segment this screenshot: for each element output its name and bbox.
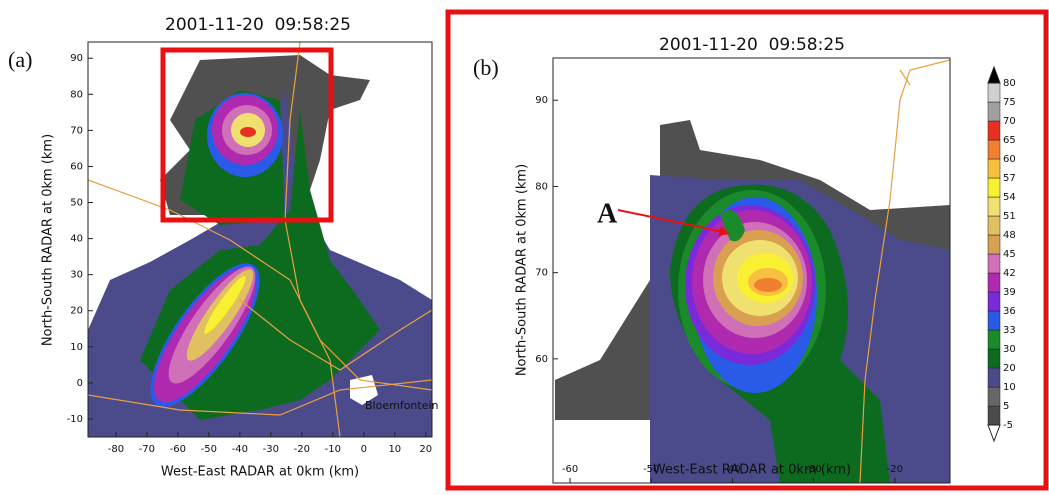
radar-field-b: [555, 59, 950, 483]
x-tick-label: -20: [294, 444, 310, 455]
zoom-box: [160, 47, 334, 223]
y-axis-label: North-South RADAR at 0km (km): [41, 134, 56, 346]
x-tick-label: -20: [887, 464, 903, 475]
colorbar-bin: [987, 139, 1001, 160]
y-tick-label: 60: [535, 354, 548, 365]
colorbar-label: 54: [1003, 192, 1016, 203]
colorbar-bin: [987, 196, 1001, 217]
colorbar-label: 48: [1003, 230, 1016, 241]
colorbar-label: 45: [1003, 249, 1016, 260]
y-tick-label: 90: [70, 53, 83, 64]
colorbar-label: 57: [1003, 173, 1016, 184]
colorbar-label: 30: [1003, 344, 1016, 355]
colorbar-bin: [987, 386, 1001, 407]
y-tick-label: -10: [67, 414, 83, 425]
panel-label: (b): [473, 55, 499, 80]
x-tick-label: -70: [139, 444, 155, 455]
y-tick-label: 10: [70, 342, 83, 353]
colorbar-label: 36: [1003, 306, 1016, 317]
y-tick-label: 70: [70, 125, 83, 136]
x-tick-label: -80: [108, 444, 124, 455]
colorbar-label: 42: [1003, 268, 1016, 279]
colorbar-cap: [987, 424, 1001, 443]
x-axis-label: West-East RADAR at 0km (km): [653, 463, 851, 478]
y-tick-label: 80: [70, 89, 83, 100]
x-tick-label: -50: [201, 444, 217, 455]
x-tick-label: -60: [170, 444, 186, 455]
y-tick-label: 40: [70, 234, 83, 245]
colorbar-bin: [987, 405, 1001, 426]
colorbar-label: 10: [1003, 382, 1016, 393]
panel-label: (a): [8, 47, 32, 72]
colorbar-label: 80: [1003, 78, 1016, 89]
plot-frame: [552, 57, 951, 484]
y-tick-label: 0: [77, 378, 83, 389]
colorbar-label: 51: [1003, 211, 1016, 222]
x-tick-label: 20: [419, 444, 432, 455]
colorbar-bin: [987, 234, 1001, 255]
colorbar-label: 20: [1003, 363, 1016, 374]
y-tick-label: 70: [535, 268, 548, 279]
x-tick-label: -60: [562, 464, 578, 475]
colorbar-cap: [987, 65, 1001, 84]
x-tick-label: 10: [388, 444, 401, 455]
colorbar-bin: [987, 215, 1001, 236]
y-tick-label: 90: [535, 95, 548, 106]
y-tick-label: 60: [70, 161, 83, 172]
colorbar-bin: [987, 291, 1001, 312]
colorbar-bin: [987, 101, 1001, 122]
x-tick-label: -40: [724, 464, 740, 475]
panel-title: 2001-11-20 09:58:25: [165, 15, 351, 35]
colorbar-bin: [987, 253, 1001, 274]
colorbar-bin: [987, 348, 1001, 369]
annotation: A: [597, 198, 618, 229]
colorbar-label: 60: [1003, 154, 1016, 165]
colorbar-label: 65: [1003, 135, 1016, 146]
colorbar-bin: [987, 329, 1001, 350]
colorbar-label: 75: [1003, 97, 1016, 108]
annotation: Bloemfontein: [365, 399, 439, 412]
x-tick-label: -30: [263, 444, 279, 455]
colorbar-bin: [987, 158, 1001, 179]
colorbar-bin: [987, 177, 1001, 198]
y-tick-label: 30: [70, 270, 83, 281]
colorbar-label: 39: [1003, 287, 1016, 298]
y-axis-label: North-South RADAR at 0km (km): [515, 164, 530, 376]
panel-border: [445, 9, 1049, 491]
arrow-head: [718, 226, 730, 236]
radar-field-a: [88, 42, 432, 437]
plot-frame: [87, 41, 433, 438]
x-tick-label: 0: [361, 444, 367, 455]
y-tick-label: 80: [535, 181, 548, 192]
colorbar-bin: [987, 367, 1001, 388]
x-tick-label: -40: [232, 444, 248, 455]
colorbar-label: -5: [1003, 420, 1013, 431]
panel-title: 2001-11-20 09:58:25: [659, 35, 845, 55]
colorbar-bin: [987, 82, 1001, 103]
x-tick-label: -50: [643, 464, 659, 475]
y-tick-label: 20: [70, 306, 83, 317]
x-axis-label: West-East RADAR at 0km (km): [161, 465, 359, 480]
colorbar-bin: [987, 310, 1001, 331]
x-tick-label: -30: [805, 464, 821, 475]
y-tick-label: 50: [70, 198, 83, 209]
arrow: [617, 209, 725, 233]
colorbar-bin: [987, 120, 1001, 141]
x-tick-label: -10: [325, 444, 341, 455]
colorbar-bin: [987, 272, 1001, 293]
colorbar-label: 5: [1003, 401, 1009, 412]
colorbar-label: 33: [1003, 325, 1016, 336]
colorbar-label: 70: [1003, 116, 1016, 127]
